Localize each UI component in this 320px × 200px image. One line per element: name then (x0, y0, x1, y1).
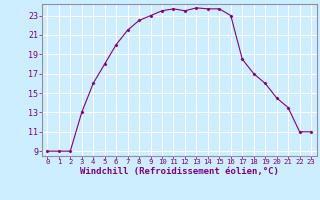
X-axis label: Windchill (Refroidissement éolien,°C): Windchill (Refroidissement éolien,°C) (80, 167, 279, 176)
